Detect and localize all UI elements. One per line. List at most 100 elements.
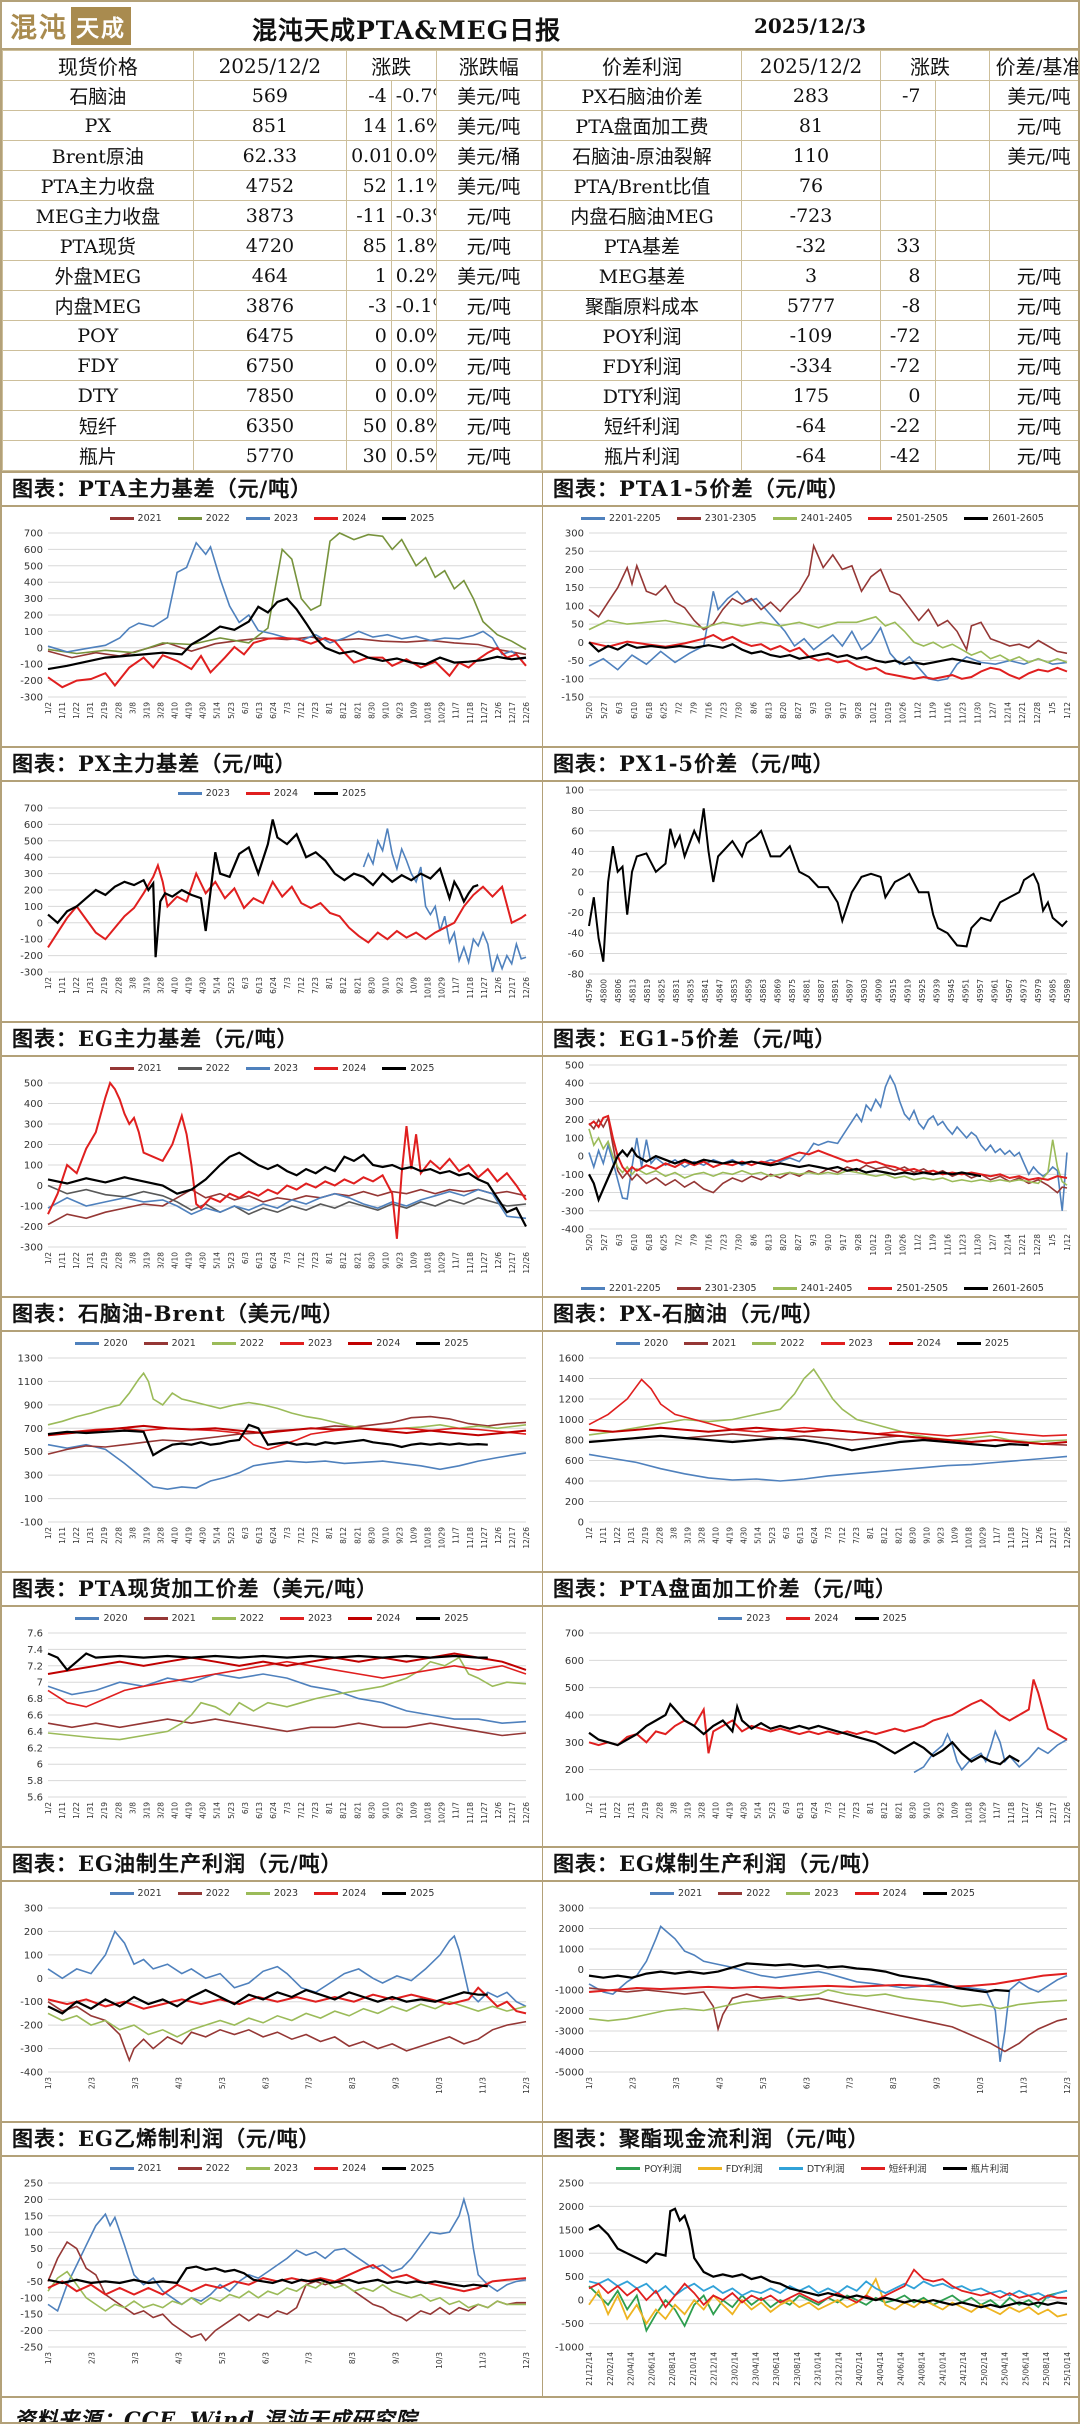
spread-row-聚酯原料成本: 聚酯原料成本 5777 -8 元/吨 xyxy=(542,290,1078,321)
x-tick-label: 5/23 xyxy=(227,977,236,994)
y-tick-label: 700 xyxy=(24,529,43,540)
y-tick-label: -1000 xyxy=(555,2343,584,2354)
row-unit: 美元/桶 xyxy=(435,140,543,171)
y-tick-label: 0 xyxy=(578,888,584,899)
y-tick-label: 1200 xyxy=(559,1395,584,1406)
x-tick-label: 45806 xyxy=(614,979,623,1003)
y-tick-label: 0 xyxy=(578,1518,584,1529)
legend-swatch xyxy=(718,1616,743,1620)
x-tick-label: 8/1 xyxy=(866,1527,875,1539)
x-tick-label: 10/3 xyxy=(435,2352,444,2369)
x-tick-label: 10/9 xyxy=(951,1527,960,1544)
chart-px-1-5-spread: 图表：PX1-5价差（元/吨） 100 80 60 40 20 0 -20 -40 -60 -80 4… xyxy=(542,746,1078,1021)
legend-swatch xyxy=(382,516,407,520)
legend-label: POY利润 xyxy=(644,2164,682,2175)
x-tick-label: 8/12 xyxy=(880,1527,889,1544)
x-tick-label: 11/16 xyxy=(944,1234,953,1256)
y-tick-label: 400 xyxy=(24,853,43,864)
x-tick-label: 9/10 xyxy=(381,702,390,719)
x-tick-label: 11/30 xyxy=(973,1234,982,1256)
legend-item: 2023 xyxy=(280,1338,332,1349)
series-2023 xyxy=(913,1729,1068,1774)
legend-label: 2201-2205 xyxy=(609,512,661,524)
row-value: 81 xyxy=(741,110,881,141)
series-2025 xyxy=(588,1702,1020,1766)
row-name: 外盘MEG xyxy=(2,260,194,291)
x-tick-label: 5/27 xyxy=(600,702,609,719)
y-tick-label: 200 xyxy=(24,886,43,897)
legend-swatch xyxy=(956,1341,981,1345)
legend-item: 2601-2605 xyxy=(964,513,1044,524)
legend-swatch xyxy=(109,1066,134,1070)
x-tick-label: 7/3 xyxy=(305,2077,314,2089)
row-value: -32 xyxy=(741,230,881,261)
row-change-pct xyxy=(934,290,990,321)
x-tick-label: 8/13 xyxy=(764,702,773,719)
x-tick-label: 5/23 xyxy=(227,1252,236,1269)
y-tick-label: -100 xyxy=(20,935,43,946)
y-tick-label: -250 xyxy=(20,2343,43,2354)
legend-item: 2022 xyxy=(718,1888,770,1899)
y-tick-label: 700 xyxy=(24,1424,43,1435)
x-tick-label: 8/27 xyxy=(794,1234,803,1251)
legend-swatch xyxy=(416,1341,441,1345)
legend-label: 2023 xyxy=(308,1337,333,1349)
x-tick-label: 25/02/14 xyxy=(980,2352,989,2386)
row-name: 短纤 xyxy=(2,410,194,441)
x-tick-label: 7/3 xyxy=(283,1527,292,1539)
series-2601-2605 xyxy=(588,641,982,666)
series-2024 xyxy=(47,1652,527,1675)
y-tick-label: 200 xyxy=(24,1140,43,1151)
y-tick-label: 1600 xyxy=(559,1354,584,1365)
x-tick-label: 11/18 xyxy=(1007,1802,1016,1824)
y-tick-label: 1500 xyxy=(559,2225,584,2236)
x-tick-label: 8/30 xyxy=(908,1527,917,1544)
spread-row-POY利润: POY利润 -109 -72 元/吨 xyxy=(542,320,1078,351)
x-tick-label: 7/2 xyxy=(675,1234,684,1246)
chart-naphtha-brent: 图表：石脑油-Brent（美元/吨） 2020 2021 2022 2023 2024 20… xyxy=(2,1296,542,1571)
y-tick-label: 0 xyxy=(37,2261,43,2272)
series-2023 xyxy=(47,1188,527,1220)
row-name: PTA基差 xyxy=(542,230,742,261)
spread-row-石脑油-原油裂解: 石脑油-原油裂解 110 美元/吨 xyxy=(542,140,1078,171)
row-name: 短纤利润 xyxy=(542,410,742,441)
spread-row-DTY利润: DTY利润 175 0 元/吨 xyxy=(542,380,1078,411)
legend-swatch xyxy=(348,1341,373,1345)
x-tick-label: 12/3 xyxy=(522,2352,531,2369)
x-tick-label: 11/2 xyxy=(914,702,923,719)
row-name: FDY利润 xyxy=(542,350,742,381)
x-tick-label: 2/3 xyxy=(87,2077,96,2089)
x-tick-label: 6/24 xyxy=(810,1527,819,1544)
x-tick-label: 1/22 xyxy=(72,1802,81,1819)
y-tick-label: 500 xyxy=(24,1447,43,1458)
series-2021 xyxy=(47,1415,527,1455)
x-tick-label: 7/3 xyxy=(846,2077,855,2089)
row-value: 283 xyxy=(741,80,881,111)
row-unit: 美元/吨 xyxy=(435,80,543,111)
x-tick-label: 2/19 xyxy=(100,977,109,994)
legend-item: 2025 xyxy=(382,1063,434,1074)
row-unit: 元/吨 xyxy=(435,200,543,231)
y-tick-label: -300 xyxy=(20,693,43,704)
x-tick-label: 1/22 xyxy=(72,702,81,719)
x-tick-label: 12/26 xyxy=(522,1802,531,1824)
legend-label: 2022 xyxy=(746,1887,771,1899)
y-tick-label: 100 xyxy=(565,786,584,797)
chart-eg-ethylene-profit: 图表：EG乙烯制利润（元/吨） 2021 2022 2023 2024 2025 250 20… xyxy=(2,2121,542,2396)
legend-item: 2023 xyxy=(718,1613,770,1624)
x-tick-label: 45819 xyxy=(643,979,652,1003)
row-change-pct: 0.5% xyxy=(390,440,437,471)
spread-col-header-unit: 价差/基准 xyxy=(989,50,1078,81)
x-tick-label: 4/30 xyxy=(199,1527,208,1544)
x-tick-label: 7/23 xyxy=(852,1802,861,1819)
series-2024 xyxy=(588,1426,1068,1446)
x-tick-label: 5/23 xyxy=(768,1527,777,1544)
x-tick-label: 7/3 xyxy=(305,2352,314,2364)
x-tick-label: 7/3 xyxy=(283,1252,292,1264)
chart-legend: 2021 2022 2023 2024 2025 xyxy=(2,1884,542,1902)
x-tick-label: 8/30 xyxy=(367,1527,376,1544)
x-tick-label: 8/21 xyxy=(894,1802,903,1819)
y-tick-label: 0 xyxy=(37,918,43,929)
